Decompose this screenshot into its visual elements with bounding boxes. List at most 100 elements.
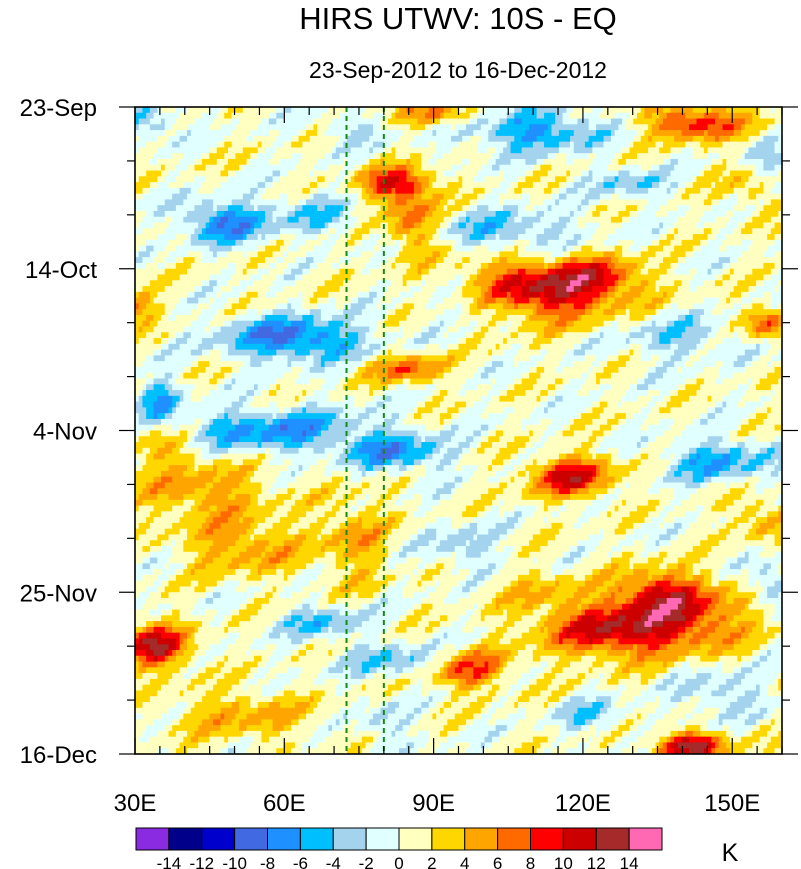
field-cell <box>365 251 370 258</box>
field-cell <box>529 222 534 229</box>
field-cell <box>681 245 686 253</box>
field-cell <box>142 118 147 125</box>
field-cell <box>395 182 400 189</box>
field-cell <box>503 193 508 201</box>
field-cell <box>711 251 716 258</box>
field-cell <box>410 187 415 195</box>
field-cell <box>462 107 467 114</box>
field-cell <box>402 130 408 137</box>
field-cell <box>495 262 500 270</box>
field-cell <box>696 210 701 218</box>
field-cell <box>558 205 564 212</box>
field-cell <box>213 135 218 143</box>
field-cell <box>213 228 218 235</box>
field-cell <box>146 234 151 241</box>
field-cell <box>659 118 664 125</box>
field-cell <box>250 153 255 160</box>
field-cell <box>361 228 367 235</box>
field-cell <box>320 153 326 160</box>
field-cell <box>343 193 348 201</box>
field-cell <box>231 222 236 229</box>
field-cell <box>391 257 396 264</box>
field-cell <box>514 164 519 172</box>
field-cell <box>135 234 140 241</box>
field-cell <box>432 112 437 120</box>
field-cell <box>239 153 244 160</box>
field-cell <box>663 205 668 212</box>
field-cell <box>707 176 712 183</box>
field-cell <box>250 205 255 212</box>
field-cell <box>421 130 426 137</box>
field-cell <box>361 239 367 247</box>
field-cell <box>432 147 437 154</box>
field-cell <box>298 245 303 253</box>
field-cell <box>298 216 303 224</box>
field-cell <box>715 228 720 235</box>
field-cell <box>138 130 144 137</box>
field-cell <box>633 153 638 160</box>
field-cell <box>406 257 411 264</box>
field-cell <box>707 239 712 247</box>
field-cell <box>317 193 322 201</box>
field-cell <box>544 239 549 247</box>
field-cell <box>213 216 218 224</box>
field-cell <box>540 193 545 201</box>
field-cell <box>570 234 575 241</box>
field-cell <box>272 251 277 258</box>
field-cell <box>157 239 162 247</box>
field-cell <box>138 251 144 258</box>
field-cell <box>532 153 538 160</box>
field-cell <box>428 153 434 160</box>
field-cell <box>744 239 750 247</box>
field-cell <box>666 234 672 241</box>
field-cell <box>755 210 761 218</box>
field-cell <box>413 222 419 229</box>
field-cell <box>239 234 244 241</box>
field-cell <box>146 245 151 253</box>
field-cell <box>421 176 426 183</box>
field-cell <box>514 124 519 131</box>
field-cell <box>153 135 158 143</box>
field-cell <box>209 135 214 143</box>
field-cell <box>384 118 389 125</box>
field-cell <box>306 124 311 131</box>
field-cell <box>306 112 311 120</box>
field-cell <box>354 135 359 143</box>
field-cell <box>722 199 727 206</box>
field-cell <box>402 228 408 235</box>
field-cell <box>741 107 746 114</box>
field-cell <box>369 216 374 224</box>
field-cell <box>372 193 378 201</box>
field-cell <box>261 170 266 177</box>
field-cell <box>339 193 344 201</box>
field-cell <box>350 187 355 195</box>
field-cell <box>376 257 382 264</box>
field-cell <box>700 193 705 201</box>
field-cell <box>194 187 199 195</box>
field-cell <box>491 107 497 114</box>
field-cell <box>413 158 419 166</box>
field-cell <box>566 245 571 253</box>
field-cell <box>484 234 489 241</box>
field-cell <box>261 107 266 114</box>
field-cell <box>380 158 385 166</box>
field-cell <box>187 199 192 206</box>
field-cell <box>752 205 757 212</box>
field-cell <box>529 153 534 160</box>
field-cell <box>536 262 541 270</box>
field-cell <box>242 262 248 270</box>
field-cell <box>748 262 753 270</box>
field-cell <box>462 239 467 247</box>
field-cell <box>242 141 248 149</box>
field-cell <box>272 239 277 247</box>
field-cell <box>387 268 393 276</box>
field-cell <box>655 153 660 160</box>
field-cell <box>469 112 474 120</box>
field-cell <box>346 164 352 172</box>
field-cell <box>670 164 675 172</box>
field-cell <box>640 251 646 258</box>
field-cell <box>283 112 289 120</box>
field-cell <box>759 170 765 177</box>
field-cell <box>532 158 538 166</box>
field-cell <box>387 112 393 120</box>
